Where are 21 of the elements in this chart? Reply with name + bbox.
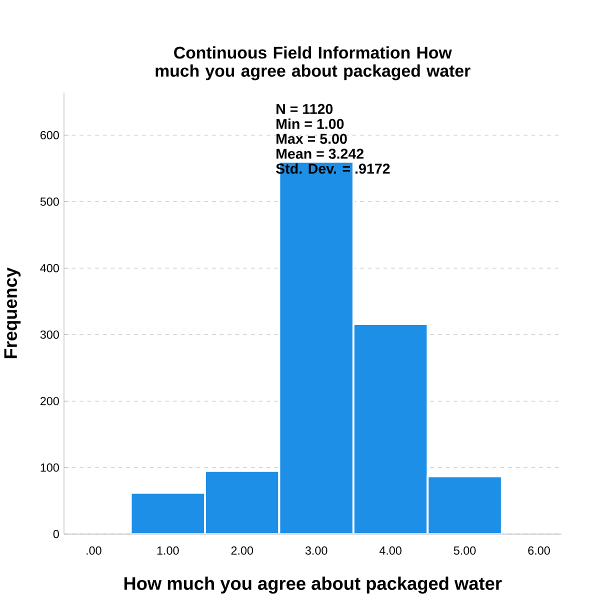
y-axis-title: Frequency — [4, 267, 21, 358]
y-tick-label: 400 — [40, 264, 59, 272]
x-tick-label: 5.00 — [454, 546, 476, 555]
x-axis-title: How much you agree about packaged water — [124, 576, 502, 594]
y-tick-label: 0 — [53, 530, 59, 538]
x-tick-label: 1.00 — [157, 546, 179, 555]
annotation: Min = 1.00 — [276, 118, 344, 129]
y-tick-label: 500 — [40, 198, 59, 206]
y-tick-label: 600 — [40, 131, 59, 140]
x-tick-label: 4.00 — [379, 546, 402, 555]
annotation: Mean = 3.242 — [276, 148, 364, 159]
y-tick-label: 100 — [40, 463, 59, 472]
x-tick-label: 3.00 — [305, 546, 328, 555]
annotation: N = 1120 — [276, 104, 333, 114]
x-tick-label: .00 — [86, 546, 102, 555]
x-tick-label: 2.00 — [231, 546, 254, 555]
y-tick-label: 300 — [40, 330, 59, 339]
chart-title: Continuous Field Information How much you agree about packaged water — [156, 46, 470, 80]
x-tick-label: 6.00 — [528, 546, 550, 555]
annotation: Max = 5.00 — [276, 134, 347, 144]
y-tick-label: 200 — [40, 396, 59, 406]
